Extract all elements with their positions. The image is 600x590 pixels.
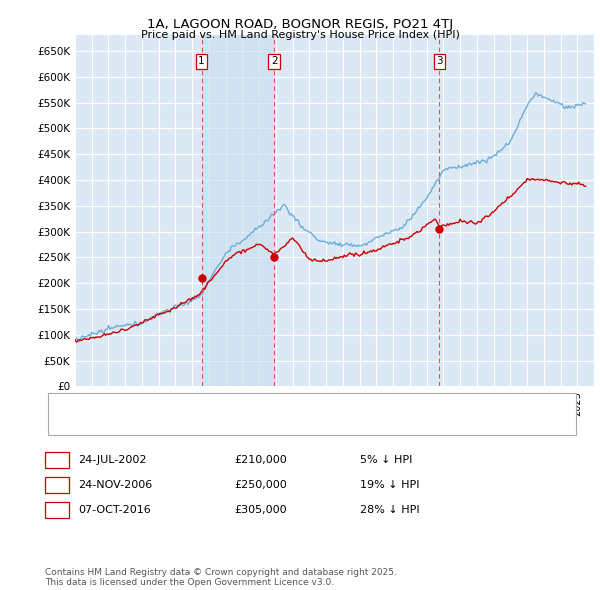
Text: 28% ↓ HPI: 28% ↓ HPI [360, 505, 419, 514]
Text: £250,000: £250,000 [234, 480, 287, 490]
Text: 07-OCT-2016: 07-OCT-2016 [78, 505, 151, 514]
Text: Contains HM Land Registry data © Crown copyright and database right 2025.
This d: Contains HM Land Registry data © Crown c… [45, 568, 397, 587]
Text: 2: 2 [53, 480, 61, 490]
Text: HPI: Average price, detached house, Arun: HPI: Average price, detached house, Arun [96, 420, 314, 430]
Text: 19% ↓ HPI: 19% ↓ HPI [360, 480, 419, 490]
Text: £210,000: £210,000 [234, 455, 287, 465]
Text: 1: 1 [53, 455, 61, 465]
Text: 1A, LAGOON ROAD, BOGNOR REGIS, PO21 4TJ (detached house): 1A, LAGOON ROAD, BOGNOR REGIS, PO21 4TJ … [96, 400, 431, 409]
Text: 24-NOV-2006: 24-NOV-2006 [78, 480, 152, 490]
Text: 2: 2 [271, 56, 278, 66]
Text: 5% ↓ HPI: 5% ↓ HPI [360, 455, 412, 465]
Text: 24-JUL-2002: 24-JUL-2002 [78, 455, 146, 465]
Text: Price paid vs. HM Land Registry's House Price Index (HPI): Price paid vs. HM Land Registry's House … [140, 30, 460, 40]
Text: 3: 3 [436, 56, 443, 66]
Text: 1: 1 [198, 56, 205, 66]
Text: 1A, LAGOON ROAD, BOGNOR REGIS, PO21 4TJ: 1A, LAGOON ROAD, BOGNOR REGIS, PO21 4TJ [147, 18, 453, 31]
Bar [202, 35, 274, 386]
Text: £305,000: £305,000 [234, 505, 287, 514]
Text: 3: 3 [53, 505, 61, 514]
